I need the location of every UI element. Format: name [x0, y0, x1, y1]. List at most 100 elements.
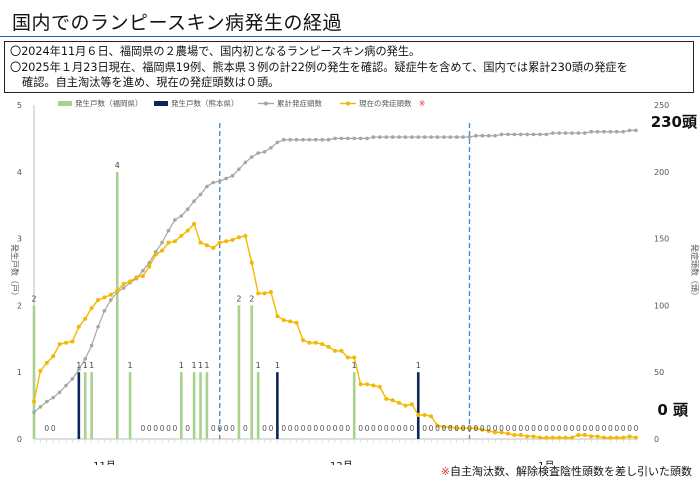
fukuoka-bar-label: 2	[236, 294, 241, 303]
cumulative-point	[262, 149, 267, 154]
fukuoka-bar	[192, 372, 196, 439]
current-point	[589, 434, 594, 439]
fukuoka-bar	[179, 372, 183, 439]
current-point	[313, 340, 318, 345]
cumulative-point	[32, 410, 36, 415]
cumulative-point	[294, 137, 299, 142]
current-point	[230, 237, 235, 242]
left-tick-label: 3	[17, 235, 22, 244]
cumulative-point	[217, 179, 222, 183]
legend-label-current: 現在の発症頭数	[359, 98, 412, 108]
current-point	[204, 243, 209, 248]
zero-count-label: 0	[384, 424, 389, 433]
current-point	[435, 423, 440, 428]
current-point	[217, 240, 222, 245]
zero-count-label: 0	[570, 424, 575, 433]
zero-count-label: 0	[550, 424, 555, 433]
cumulative-point	[185, 207, 190, 212]
cumulative-point	[256, 151, 260, 155]
note-line-1: 〇2024年11月６日、福岡県の２農場で、国内初となるランピースキン病の発生。	[10, 45, 421, 58]
current-point	[32, 399, 36, 404]
current-point	[140, 274, 145, 279]
zero-count-label: 0	[269, 424, 274, 433]
zero-count-label: 0	[281, 424, 286, 433]
current-point	[582, 432, 587, 437]
current-point	[70, 339, 75, 344]
legend-marker-current	[346, 101, 350, 106]
cumulative-point	[243, 160, 248, 165]
zero-count-label: 0	[371, 424, 376, 433]
zero-count-label: 0	[294, 424, 299, 433]
cumulative-point	[70, 377, 75, 381]
chart-labels: 012345050100150200250発生戸数（戸）発症頭数（頭）11月12…	[10, 101, 700, 465]
month-label: 12月	[330, 460, 353, 465]
cumulative-point	[205, 184, 209, 189]
cumulative-point	[403, 135, 408, 139]
cumulative-point	[57, 390, 62, 395]
cumulative-point	[576, 131, 581, 135]
right-tick-label: 50	[654, 368, 664, 377]
cumulative-point	[77, 367, 81, 372]
kumamoto-bar-label: 1	[416, 361, 421, 370]
zero-count-label: 0	[422, 424, 427, 433]
current-point	[51, 354, 56, 359]
cumulative-point	[486, 133, 491, 138]
current-point	[454, 426, 459, 431]
cumulative-point	[570, 131, 574, 135]
cumulative-point	[313, 137, 318, 142]
fukuoka-bar-label: 1	[83, 361, 88, 370]
current-point	[409, 402, 414, 407]
zero-count-label: 0	[582, 424, 587, 433]
current-point	[281, 318, 286, 323]
fukuoka-bar	[256, 372, 260, 439]
kumamoto-bar	[77, 372, 81, 439]
fukuoka-bar-label: 1	[89, 361, 94, 370]
fukuoka-bar	[90, 372, 93, 439]
cumulative-point	[474, 133, 478, 138]
right-tick-label: 250	[654, 101, 669, 110]
zero-count-label: 0	[51, 424, 56, 433]
current-point	[89, 306, 94, 311]
zero-count-label: 0	[480, 424, 485, 433]
cumulative-point	[378, 135, 382, 139]
current-point	[441, 424, 446, 429]
zero-count-label: 0	[602, 424, 607, 433]
cumulative-point	[371, 135, 376, 139]
current-point	[262, 291, 267, 296]
cumulative-point	[512, 132, 517, 137]
current-point	[544, 435, 549, 440]
current-point	[294, 320, 299, 325]
fukuoka-bar	[128, 372, 132, 439]
legend-label-fukuoka: 発生戸数（福岡県）	[75, 98, 143, 108]
current-point	[275, 314, 280, 319]
current-point	[461, 426, 466, 431]
current-point	[352, 355, 357, 360]
current-point	[128, 279, 133, 284]
current-point	[377, 384, 382, 389]
cumulative-point	[326, 137, 331, 142]
zero-count-label: 0	[614, 424, 619, 433]
cumulative-point	[96, 324, 100, 329]
current-point	[601, 435, 606, 440]
cumulative-point	[582, 131, 587, 135]
cumulative-point	[320, 137, 324, 142]
current-point	[525, 434, 530, 439]
cumulative-point	[288, 137, 292, 142]
fukuoka-bar	[32, 305, 36, 439]
fukuoka-bar-label: 1	[204, 361, 209, 370]
zero-count-label: 0	[512, 424, 517, 433]
current-point	[486, 428, 491, 433]
summary-notes: 〇2024年11月６日、福岡県の２農場で、国内初となるランピースキン病の発生。 …	[4, 41, 694, 93]
current-point	[505, 431, 510, 436]
current-point	[166, 240, 171, 245]
zero-count-label: 0	[147, 424, 152, 433]
cumulative-point	[301, 137, 305, 142]
cumulative-point	[602, 129, 606, 134]
right-tick-label: 200	[654, 168, 669, 177]
zero-count-label: 0	[595, 424, 600, 433]
current-point	[422, 412, 427, 417]
cumulative-point	[333, 136, 337, 141]
cumulative-point	[249, 155, 254, 159]
zero-count-label: 0	[448, 424, 453, 433]
current-point	[44, 360, 49, 365]
